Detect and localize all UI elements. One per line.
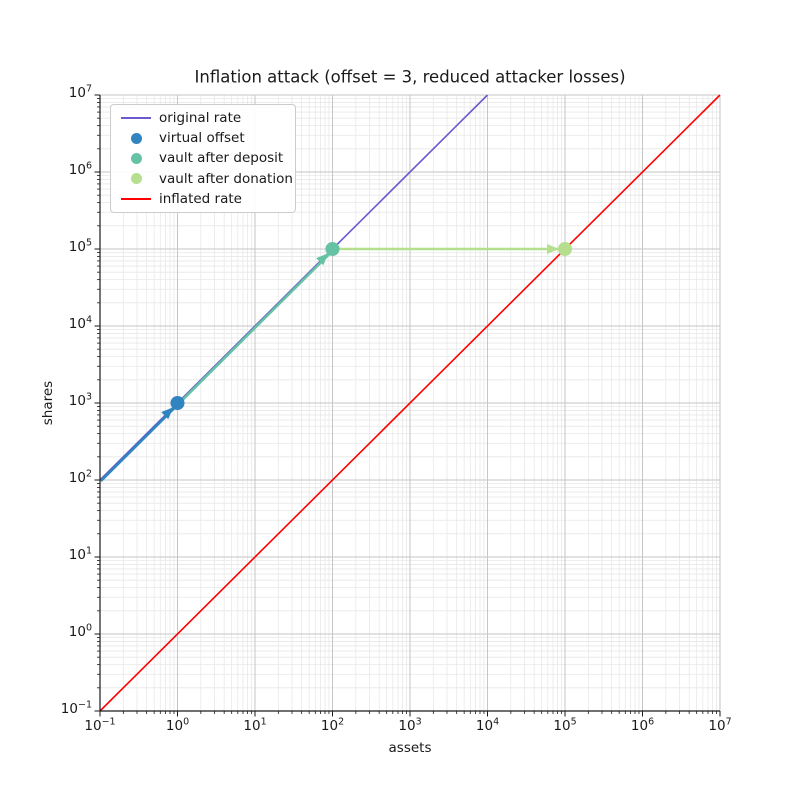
x-tick-label: 105 [553, 716, 577, 734]
y-tick-label: 103 [68, 391, 92, 409]
legend-item-inflated-rate: inflated rate [111, 189, 295, 209]
legend-dot-sample-icon [120, 152, 152, 164]
data-point-vault-after-deposit [325, 242, 340, 256]
legend-label: virtual offset [159, 130, 245, 147]
series-line-inflated-rate [99, 94, 721, 712]
y-tick-label: 107 [68, 83, 92, 101]
y-tick-label: 101 [68, 545, 92, 563]
axes-spines-and-ticks [94, 94, 721, 717]
arrow-head-vault-after-deposit-arrow [316, 253, 329, 266]
x-tick-label: 10−1 [84, 716, 116, 734]
x-tick-label: 100 [165, 716, 190, 734]
x-axis-label: assets [388, 740, 432, 756]
y-tick-label: 105 [68, 237, 92, 255]
legend-label: vault after donation [159, 170, 293, 187]
legend-label: inflated rate [159, 190, 242, 207]
chart-title: Inflation attack (offset = 3, reduced at… [194, 67, 626, 87]
arrow-shaft-vault-after-deposit-arrow [177, 249, 335, 405]
legend-line-sample-icon [120, 197, 152, 200]
x-tick-label: 102 [320, 716, 345, 734]
x-tick-label: 104 [475, 716, 500, 734]
x-tick-label: 103 [398, 716, 422, 734]
legend-item-original-rate: original rate [111, 108, 295, 128]
arrow-head-virtual-offset-arrow [161, 407, 174, 420]
legend-label: original rate [159, 110, 242, 127]
y-tick-label: 106 [68, 160, 92, 178]
legend-item-virtual-offset: virtual offset [111, 128, 295, 148]
arrow-shaft-virtual-offset-arrow [100, 403, 180, 482]
data-point-vault-after-donation [558, 242, 572, 256]
legend-item-vault-after-donation: vault after donation [111, 169, 295, 189]
x-tick-label: 107 [708, 716, 732, 734]
legend-dot-sample-icon [120, 132, 152, 144]
y-tick-label: 10−1 [60, 699, 92, 717]
y-tick-label: 100 [68, 622, 92, 640]
legend-line-sample-icon [120, 117, 152, 120]
annotation-arrows [100, 244, 565, 482]
data-point-virtual-offset [170, 396, 185, 410]
x-tick-label: 101 [243, 716, 267, 734]
y-tick-label: 104 [68, 314, 92, 332]
legend-label: vault after deposit [159, 150, 284, 167]
legend-item-vault-after-deposit: vault after deposit [111, 148, 295, 168]
legend: original rate virtual offset vault after d… [110, 104, 296, 213]
y-tick-label: 102 [68, 468, 92, 486]
arrow-head-vault-after-donation-arrow [547, 244, 559, 254]
legend-dot-sample-icon [120, 173, 152, 185]
x-tick-label: 106 [630, 716, 655, 734]
data-points [170, 242, 572, 410]
